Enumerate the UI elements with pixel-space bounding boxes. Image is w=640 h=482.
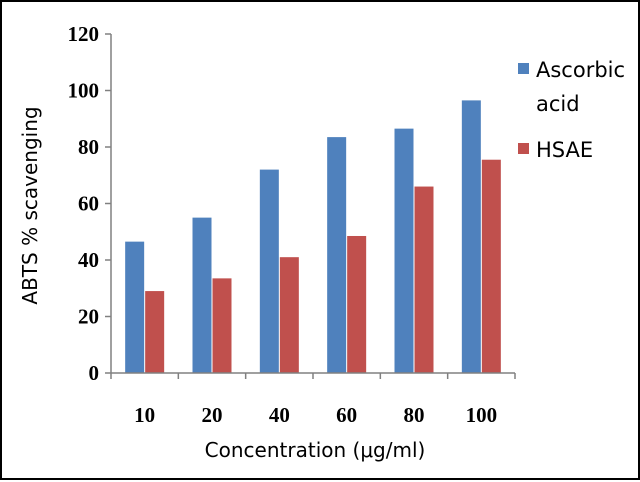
bar-ascorbic-acid-60 [327,137,347,373]
y-tick-label: 100 [68,79,100,103]
x-tick-label: 20 [202,403,223,427]
bar-hsae-20 [212,278,232,373]
x-tick-label: 80 [404,403,425,427]
legend-label-ascorbic-acid: acid [536,92,580,116]
bar-hsae-10 [145,291,165,373]
bar-hsae-100 [481,159,501,373]
y-axis-title: ABTS % scavenging [18,106,42,304]
bar-ascorbic-acid-20 [192,217,212,373]
legend-swatch-hsae [518,143,529,154]
y-tick-label: 80 [78,135,99,159]
legend-label-ascorbic-acid: Ascorbic [536,58,625,82]
x-tick-label: 100 [466,403,498,427]
y-tick-label: 60 [78,192,99,216]
y-tick-label: 120 [68,22,100,46]
bar-ascorbic-acid-10 [125,241,145,373]
legend-label-hsae: HSAE [536,138,593,162]
y-ticks-group: 0 20 40 60 80 100 120 [68,22,111,385]
bar-hsae-80 [414,186,434,373]
legend: Ascorbic acid HSAE [518,58,625,162]
x-tick-label: 10 [134,403,155,427]
x-axis-title: Concentration (μg/ml) [205,438,426,462]
legend-swatch-ascorbic-acid [518,63,529,74]
bar-ascorbic-acid-40 [259,169,279,373]
x-tick-label: 40 [269,403,290,427]
bar-ascorbic-acid-80 [394,128,414,373]
x-ticks-group: 10 20 40 60 80 100 [110,373,516,427]
bars-group [125,100,501,373]
bar-ascorbic-acid-100 [461,100,481,373]
y-tick-label: 20 [78,305,99,329]
y-tick-label: 0 [89,361,100,385]
y-tick-label: 40 [78,248,99,272]
bar-hsae-40 [279,257,299,373]
bar-hsae-60 [347,235,367,373]
x-tick-label: 60 [336,403,357,427]
